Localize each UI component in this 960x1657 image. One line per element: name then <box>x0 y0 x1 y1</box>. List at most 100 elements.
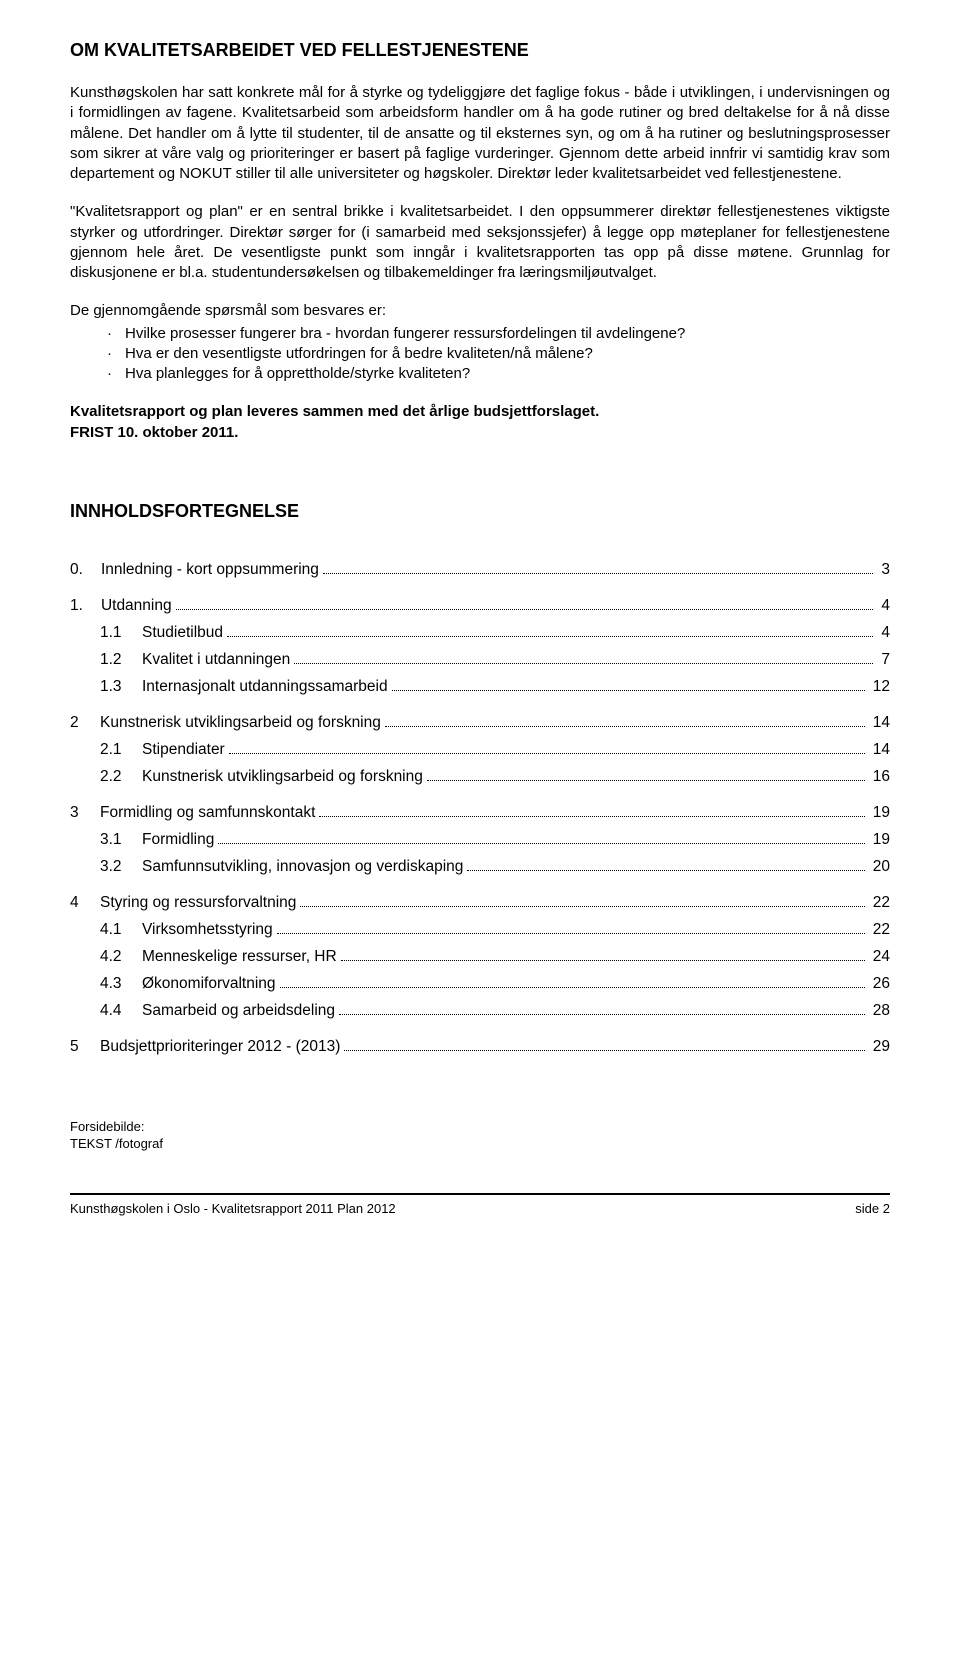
toc-number: 4.2 <box>100 945 142 969</box>
toc-label: Kunstnerisk utviklingsarbeid og forsknin… <box>100 711 381 735</box>
toc-leader-dots <box>344 1050 864 1051</box>
toc-label: Samfunnsutvikling, innovasjon og verdisk… <box>142 855 463 879</box>
toc-page-number: 28 <box>869 999 890 1023</box>
toc-label: Menneskelige ressurser, HR <box>142 945 337 969</box>
toc-row: 4.1Virksomhetsstyring 22 <box>70 918 890 942</box>
toc-leader-dots <box>385 726 865 727</box>
toc-leader-dots <box>392 690 865 691</box>
footer-left: Kunsthøgskolen i Oslo - Kvalitetsrapport… <box>70 1201 396 1216</box>
toc-leader-dots <box>467 870 864 871</box>
toc-label: Samarbeid og arbeidsdeling <box>142 999 335 1023</box>
toc-row: 4.2Menneskelige ressurser, HR 24 <box>70 945 890 969</box>
toc-page-number: 22 <box>869 891 890 915</box>
footer-rule <box>70 1193 890 1195</box>
toc-page-number: 29 <box>869 1035 890 1059</box>
toc-page-number: 24 <box>869 945 890 969</box>
toc-row: 4.3Økonomiforvaltning 26 <box>70 972 890 996</box>
toc-number: 2.2 <box>100 765 142 789</box>
toc-leader-dots <box>280 987 865 988</box>
toc-page-number: 4 <box>877 621 890 645</box>
toc-heading: INNHOLDSFORTEGNELSE <box>70 501 890 522</box>
toc-row: 1.Utdanning4 <box>70 594 890 618</box>
toc-number: 1. <box>70 594 101 618</box>
toc-page-number: 12 <box>869 675 890 699</box>
toc-leader-dots <box>227 636 873 637</box>
toc-leader-dots <box>339 1014 865 1015</box>
toc-row: 3Formidling og samfunnskontakt 19 <box>70 801 890 825</box>
toc-page-number: 20 <box>869 855 890 879</box>
deadline-line-1: Kvalitetsrapport og plan leveres sammen … <box>70 403 599 420</box>
toc-number: 2 <box>70 711 100 735</box>
toc-leader-dots <box>176 609 874 610</box>
toc-page-number: 16 <box>869 765 890 789</box>
toc-row: 2.2Kunstnerisk utviklingsarbeid og forsk… <box>70 765 890 789</box>
deadline-line-2: FRIST 10. oktober 2011. <box>70 424 238 441</box>
toc-number: 3.1 <box>100 828 142 852</box>
toc-label: Styring og ressursforvaltning <box>100 891 296 915</box>
main-heading: OM KVALITETSARBEIDET VED FELLESTJENESTEN… <box>70 40 890 61</box>
toc-page-number: 22 <box>869 918 890 942</box>
toc-row: 1.3Internasjonalt utdanningssamarbeid 12 <box>70 675 890 699</box>
toc-label: Innledning - kort oppsummering <box>101 558 319 582</box>
toc-number: 4.3 <box>100 972 142 996</box>
question-item-1: Hvilke prosesser fungerer bra - hvordan … <box>70 324 890 344</box>
toc-leader-dots <box>229 753 865 754</box>
deadline-paragraph: Kvalitetsrapport og plan leveres sammen … <box>70 402 890 443</box>
toc-row: 3.1Formidling 19 <box>70 828 890 852</box>
toc-row: 0.Innledning - kort oppsummering 3 <box>70 558 890 582</box>
toc-number: 0. <box>70 558 101 582</box>
toc-number: 1.2 <box>100 648 142 672</box>
table-of-contents: 0.Innledning - kort oppsummering 3 1.Utdan… <box>70 558 890 1059</box>
toc-number: 4.1 <box>100 918 142 942</box>
toc-page-number: 19 <box>869 828 890 852</box>
toc-number: 4 <box>70 891 100 915</box>
toc-row: 4.4Samarbeid og arbeidsdeling 28 <box>70 999 890 1023</box>
questions-intro: De gjennomgående spørsmål som besvares e… <box>70 301 890 321</box>
toc-number: 3.2 <box>100 855 142 879</box>
toc-leader-dots <box>341 960 865 961</box>
questions-block: De gjennomgående spørsmål som besvares e… <box>70 301 890 384</box>
toc-row: 1.1Studietilbud 4 <box>70 621 890 645</box>
toc-page-number: 3 <box>877 558 890 582</box>
toc-label: Studietilbud <box>142 621 223 645</box>
toc-leader-dots <box>300 906 864 907</box>
toc-row: 1.2Kvalitet i utdanningen7 <box>70 648 890 672</box>
toc-label: Stipendiater <box>142 738 225 762</box>
caption-line-2: TEKST /fotograf <box>70 1136 163 1151</box>
toc-label: Utdanning <box>101 594 172 618</box>
toc-label: Budsjettprioriteringer 2012 - (2013) <box>100 1035 340 1059</box>
footer-right: side 2 <box>855 1201 890 1216</box>
toc-label: Økonomiforvaltning <box>142 972 276 996</box>
toc-label: Kunstnerisk utviklingsarbeid og forsknin… <box>142 765 423 789</box>
toc-page-number: 14 <box>869 711 890 735</box>
toc-leader-dots <box>427 780 865 781</box>
toc-number: 1.1 <box>100 621 142 645</box>
intro-paragraph-2: "Kvalitetsrapport og plan" er en sentral… <box>70 202 890 283</box>
toc-row: 5Budsjettprioriteringer 2012 - (2013) 29 <box>70 1035 890 1059</box>
toc-leader-dots <box>277 933 865 934</box>
toc-label: Formidling <box>142 828 214 852</box>
toc-page-number: 14 <box>869 738 890 762</box>
footer: Kunsthøgskolen i Oslo - Kvalitetsrapport… <box>70 1201 890 1216</box>
question-item-3: Hva planlegges for å opprettholde/styrke… <box>70 364 890 384</box>
toc-row: 2Kunstnerisk utviklingsarbeid og forskni… <box>70 711 890 735</box>
question-item-2: Hva er den vesentligste utfordringen for… <box>70 344 890 364</box>
intro-paragraph-1: Kunsthøgskolen har satt konkrete mål for… <box>70 83 890 184</box>
caption-line-1: Forsidebilde: <box>70 1119 144 1134</box>
toc-row: 2.1Stipendiater14 <box>70 738 890 762</box>
front-image-caption: Forsidebilde: TEKST /fotograf <box>70 1119 890 1153</box>
toc-page-number: 7 <box>877 648 890 672</box>
toc-number: 3 <box>70 801 100 825</box>
toc-number: 5 <box>70 1035 100 1059</box>
toc-leader-dots <box>218 843 864 844</box>
toc-label: Formidling og samfunnskontakt <box>100 801 315 825</box>
toc-row: 4Styring og ressursforvaltning 22 <box>70 891 890 915</box>
toc-number: 4.4 <box>100 999 142 1023</box>
toc-page-number: 19 <box>869 801 890 825</box>
toc-label: Internasjonalt utdanningssamarbeid <box>142 675 388 699</box>
toc-page-number: 26 <box>869 972 890 996</box>
toc-label: Virksomhetsstyring <box>142 918 273 942</box>
toc-leader-dots <box>319 816 864 817</box>
toc-leader-dots <box>323 573 873 574</box>
toc-number: 1.3 <box>100 675 142 699</box>
